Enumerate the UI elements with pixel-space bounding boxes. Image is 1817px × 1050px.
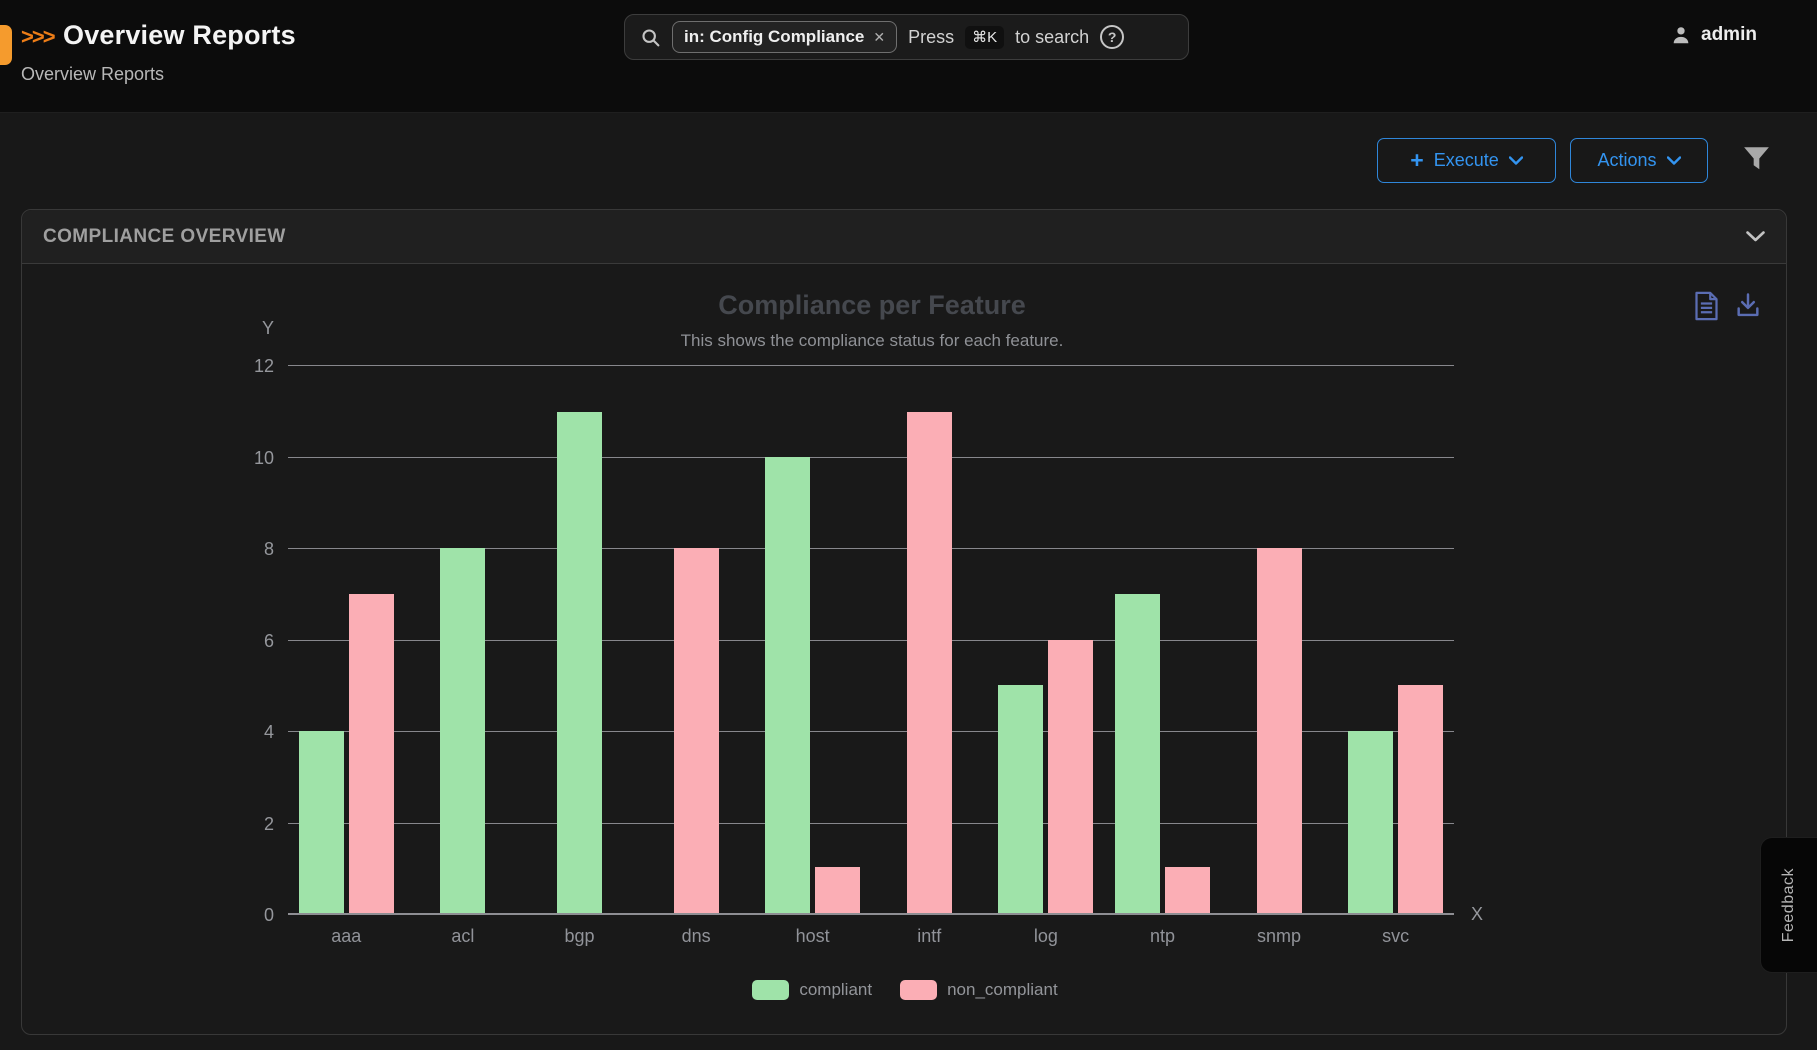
chart-title: Compliance per Feature xyxy=(718,290,1026,320)
bar-group-snmp xyxy=(1221,366,1338,913)
global-search-input[interactable]: in: Config Compliance ✕ Press ⌘K to sear… xyxy=(624,14,1189,60)
help-icon[interactable]: ? xyxy=(1100,25,1125,49)
y-tick-8: 8 xyxy=(263,539,274,560)
x-tick-bgp: bgp xyxy=(564,926,595,946)
breadcrumb: Overview Reports xyxy=(21,64,165,84)
y-tick-4: 4 xyxy=(263,722,274,743)
bar-compliant-log xyxy=(998,685,1044,913)
bar-compliant-ntp xyxy=(1114,593,1160,913)
legend-swatch-compliant xyxy=(752,980,790,1000)
y-axis-ticks: 0 2 4 6 8 10 12 xyxy=(22,356,274,925)
legend-swatch-non_compliant xyxy=(900,980,938,1000)
search-icon xyxy=(640,27,661,48)
x-tick-aaa: aaa xyxy=(331,926,362,946)
bar-group-host xyxy=(754,366,871,913)
legend-label-non_compliant: non_compliant xyxy=(947,980,1058,999)
bar-non_compliant-dns xyxy=(673,548,719,913)
bar-non_compliant-ntp xyxy=(1164,867,1210,913)
bars-row xyxy=(288,366,1454,913)
top-header: >>> Overview Reports Overview Reports in… xyxy=(0,0,1817,113)
panel-title: COMPLIANCE OVERVIEW xyxy=(43,225,286,247)
bar-group-bgp xyxy=(521,366,638,913)
gridline-6 xyxy=(288,639,1454,641)
search-hint-press: Press xyxy=(908,26,955,47)
legend-item-non_compliant: non_compliant xyxy=(900,980,1058,1000)
bar-compliant-host xyxy=(765,457,811,913)
chart-subtitle: This shows the compliance status for eac… xyxy=(680,331,1064,350)
gridline-10 xyxy=(288,456,1454,458)
y-tick-6: 6 xyxy=(263,630,274,651)
chevron-down-icon xyxy=(1508,156,1523,165)
bar-compliant-acl xyxy=(440,548,486,913)
gridline-2 xyxy=(288,822,1454,824)
y-tick-2: 2 xyxy=(263,813,274,834)
bar-group-ntp xyxy=(1104,366,1221,913)
compliance-overview-panel: COMPLIANCE OVERVIEW xyxy=(21,209,1787,1035)
bar-group-intf xyxy=(871,366,988,913)
bar-non_compliant-log xyxy=(1048,639,1094,913)
search-filter-chip[interactable]: in: Config Compliance ✕ xyxy=(672,21,898,53)
username: admin xyxy=(1701,24,1757,45)
bar-group-dns xyxy=(638,366,755,913)
logo-chevrons-icon: >>> xyxy=(21,24,56,49)
search-hint-suffix: to search xyxy=(1015,26,1090,47)
gridline-0 xyxy=(288,913,1454,915)
x-tick-svc: svc xyxy=(1382,926,1410,946)
x-tick-dns: dns xyxy=(681,926,711,946)
page-title: Overview Reports xyxy=(63,20,296,50)
bar-group-log xyxy=(988,366,1105,913)
chart-legend: compliant non_compliant xyxy=(22,980,1788,1000)
x-tick-snmp: snmp xyxy=(1257,926,1302,946)
bar-non_compliant-intf xyxy=(906,411,952,913)
bar-non_compliant-aaa xyxy=(348,593,394,913)
bar-compliant-aaa xyxy=(298,730,344,913)
search-chip-label: in: Config Compliance xyxy=(684,27,865,46)
gridline-12 xyxy=(288,365,1454,366)
gridline-4 xyxy=(288,731,1454,732)
y-axis-label: Y xyxy=(261,318,274,338)
y-tick-10: 10 xyxy=(253,447,274,468)
plot-area xyxy=(288,365,1454,915)
bar-group-svc xyxy=(1337,366,1454,913)
bar-compliant-bgp xyxy=(556,411,602,913)
y-tick-0: 0 xyxy=(263,905,274,925)
legend-item-compliant: compliant xyxy=(752,980,872,1000)
x-tick-host: host xyxy=(795,926,830,946)
execute-button[interactable]: + Execute xyxy=(1377,138,1556,183)
actions-button-label: Actions xyxy=(1597,150,1657,170)
brand-edge-tab[interactable] xyxy=(0,25,12,65)
chart-actions xyxy=(1694,291,1762,321)
panel-header: COMPLIANCE OVERVIEW xyxy=(22,210,1786,264)
legend-label-compliant: compliant xyxy=(799,980,873,999)
download-icon[interactable] xyxy=(1734,291,1762,321)
filter-icon[interactable] xyxy=(1743,146,1770,176)
bar-group-acl xyxy=(405,366,522,913)
execute-button-label: Execute xyxy=(1433,150,1499,170)
feedback-tab[interactable]: Feedback xyxy=(1760,837,1817,973)
chip-close-icon[interactable]: ✕ xyxy=(873,28,886,45)
gridline-8 xyxy=(288,548,1454,549)
export-csv-icon[interactable] xyxy=(1694,291,1719,321)
x-axis-label: X xyxy=(1471,904,1484,924)
user-menu[interactable]: admin xyxy=(1670,24,1757,46)
actions-button[interactable]: Actions xyxy=(1570,138,1708,183)
panel-collapse-icon[interactable] xyxy=(1746,231,1765,242)
x-tick-intf: intf xyxy=(917,926,942,946)
bar-compliant-svc xyxy=(1348,730,1394,913)
bar-non_compliant-host xyxy=(815,867,861,913)
chevron-down-icon xyxy=(1666,156,1681,165)
y-tick-12: 12 xyxy=(253,356,274,376)
bar-non_compliant-snmp xyxy=(1256,548,1302,913)
x-axis-labels: aaa acl bgp dns host intf log ntp snmp svc xyxy=(288,926,1454,947)
shortcut-badge: ⌘K xyxy=(965,25,1005,49)
x-tick-acl: acl xyxy=(451,926,475,946)
feedback-tab-label: Feedback xyxy=(1780,867,1797,943)
bar-group-aaa xyxy=(288,366,405,913)
x-tick-ntp: ntp xyxy=(1149,926,1175,946)
bar-non_compliant-svc xyxy=(1398,685,1444,913)
x-tick-log: log xyxy=(1033,926,1058,946)
user-icon xyxy=(1670,24,1692,46)
chart-card: Compliance per Feature This shows the co… xyxy=(22,264,1786,1034)
